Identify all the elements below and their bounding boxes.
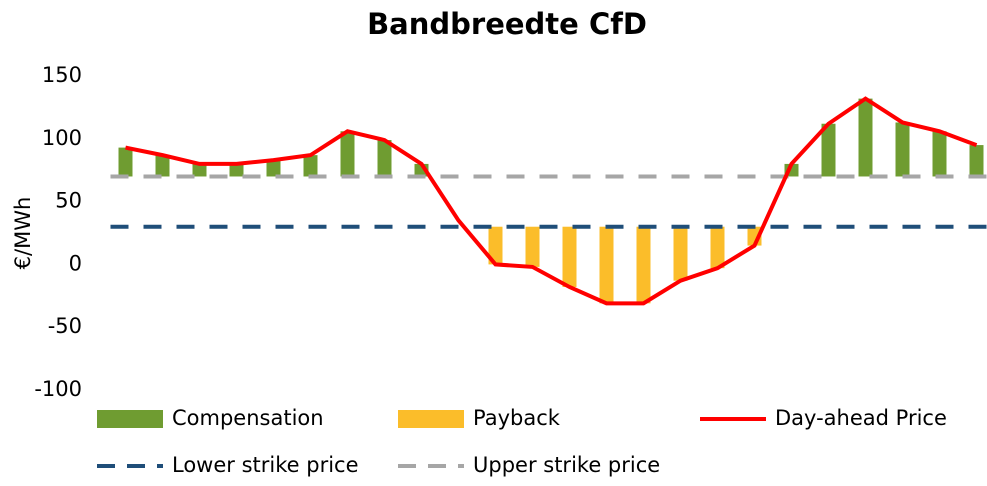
bar [969,145,984,177]
series-line [125,96,978,306]
bar [377,140,392,177]
bar [673,226,688,281]
chart-title: Bandbreedte CfD [367,7,647,41]
bar [192,163,207,177]
bar [488,226,503,265]
bar [636,226,651,304]
y-tick-label: 0 [69,251,82,275]
bar [710,226,725,269]
y-tick-label: -100 [34,377,82,401]
legend-label: Lower strike price [172,453,359,477]
legend-label: Day-ahead Price [775,406,947,430]
bar [266,160,281,177]
bar [599,226,614,304]
bar [821,123,836,177]
y-tick-label: 100 [42,126,82,150]
y-tick-label: -50 [48,314,82,338]
y-tick-label: 150 [42,63,82,87]
bar [895,122,910,177]
bar [340,131,355,177]
legend-swatch [398,410,464,428]
bar [525,226,540,267]
legend-label: Upper strike price [473,453,660,477]
bar [118,147,133,177]
bar [229,163,244,177]
bar [858,98,873,177]
legend-label: Compensation [172,406,324,430]
legend-swatch [97,410,163,428]
y-tick-label: 50 [55,189,82,213]
bar [932,131,947,177]
bar [155,155,170,177]
y-axis-label: €/MWh [11,197,35,270]
bar [562,226,577,288]
bar [303,155,318,177]
legend-label: Payback [473,406,561,430]
